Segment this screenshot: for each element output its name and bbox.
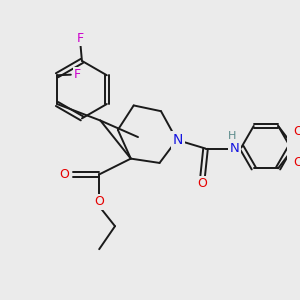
Text: O: O [293, 125, 300, 138]
Text: N: N [230, 142, 239, 155]
Text: F: F [77, 32, 84, 45]
Text: N: N [173, 133, 183, 147]
Text: F: F [74, 68, 81, 81]
Text: O: O [198, 177, 208, 190]
Text: O: O [60, 168, 70, 181]
Text: O: O [293, 156, 300, 169]
Text: H: H [228, 131, 236, 142]
Text: O: O [94, 195, 104, 208]
